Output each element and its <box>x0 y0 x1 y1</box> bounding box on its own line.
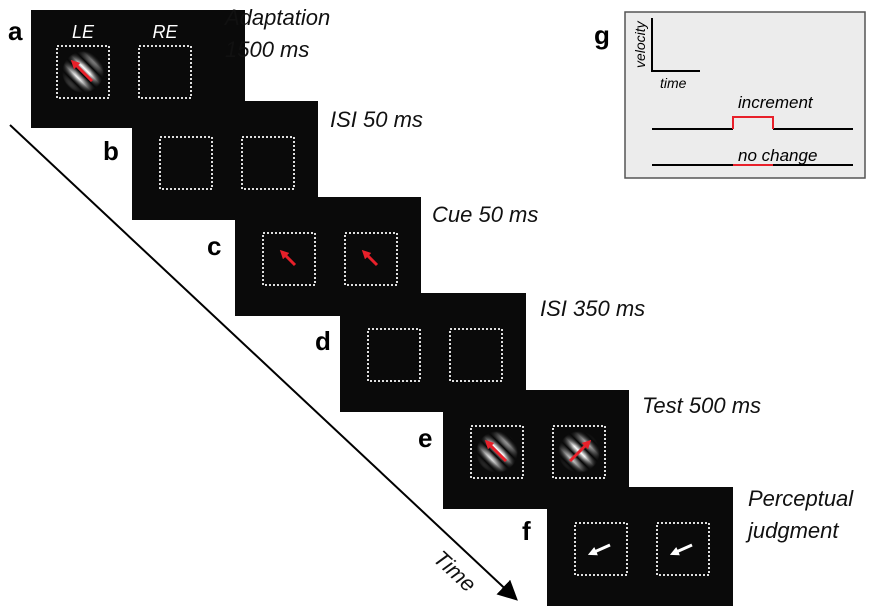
panels: a Adaptation 1500 ms LE RE b ISI 50 ms c Cue 50 … <box>8 5 854 606</box>
arrow <box>587 543 611 556</box>
arrow <box>568 439 592 463</box>
panel-letter: a <box>8 16 23 46</box>
panel-label: Cue 50 ms <box>432 202 538 227</box>
eye-label: LE <box>72 22 95 42</box>
frame <box>56 45 110 99</box>
no-change-label: no change <box>738 146 817 165</box>
frame <box>344 232 398 286</box>
panel-label: Adaptation <box>223 5 330 30</box>
panel-letter: c <box>207 231 221 261</box>
increment-pulse <box>732 116 774 129</box>
panel-letter: b <box>103 136 119 166</box>
panel-letter: d <box>315 326 331 356</box>
eye-label: RE <box>152 22 178 42</box>
arrow <box>70 59 94 83</box>
frame <box>367 328 421 382</box>
arrow <box>484 439 508 463</box>
frame <box>449 328 503 382</box>
panel-label: judgment <box>745 518 839 543</box>
panel-label: ISI 50 ms <box>330 107 423 132</box>
inset-box <box>624 11 866 179</box>
frame <box>552 425 606 479</box>
increment-label: increment <box>738 93 814 112</box>
panel-label: Test 500 ms <box>642 393 761 418</box>
panel-label: 1500 ms <box>225 37 309 62</box>
panel-letter: g <box>594 20 610 50</box>
inset-axes <box>651 18 700 72</box>
arrow <box>361 249 379 267</box>
frame <box>574 522 628 576</box>
panel-label: Perceptual <box>748 486 854 511</box>
inset: g velocity time increment no change <box>594 11 866 179</box>
frame <box>241 136 295 190</box>
screen <box>547 487 733 606</box>
time-arrow <box>9 124 518 601</box>
frame <box>138 45 192 99</box>
x-axis-label: time <box>660 75 687 91</box>
arrow <box>669 543 693 556</box>
arrow <box>279 249 297 267</box>
panel-label: ISI 350 ms <box>540 296 645 321</box>
panel-letter: f <box>522 516 531 546</box>
frame <box>159 136 213 190</box>
frame <box>470 425 524 479</box>
frame <box>656 522 710 576</box>
time-label: Time <box>429 545 482 596</box>
y-axis-label: velocity <box>632 20 648 68</box>
panel-letter: e <box>418 423 432 453</box>
frame <box>262 232 316 286</box>
